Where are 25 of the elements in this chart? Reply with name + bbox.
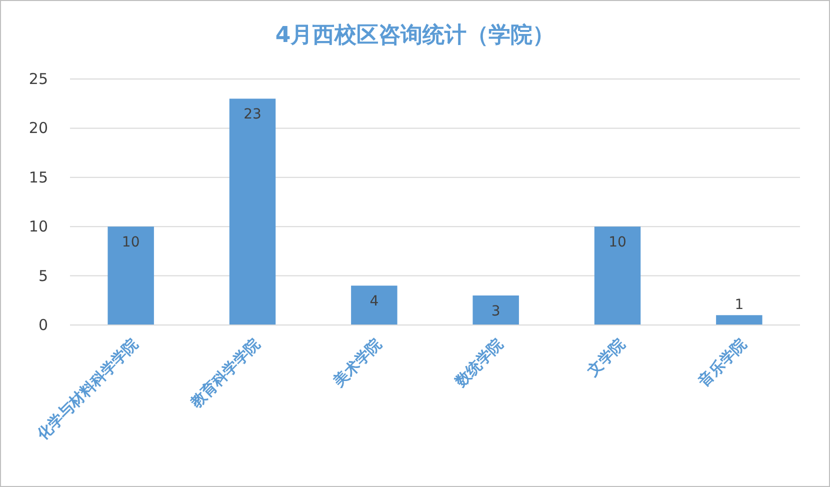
data-label: 4 — [370, 294, 379, 310]
bar — [229, 98, 276, 325]
bar — [472, 295, 519, 325]
y-tick-label: 0 — [38, 316, 48, 334]
bar — [594, 226, 641, 325]
x-tick-label: 文学院 — [583, 335, 628, 380]
bar — [716, 315, 762, 325]
x-tick-label: 化学与材料科学学院 — [32, 335, 142, 444]
y-tick-label: 10 — [28, 218, 48, 236]
chart-title: 4月西校区咨询统计（学院） — [275, 22, 555, 48]
data-label: 3 — [491, 303, 500, 320]
y-tick-label: 25 — [28, 70, 48, 88]
y-tick-label: 5 — [38, 266, 48, 285]
data-label: 23 — [244, 106, 262, 123]
x-tick-label: 美术学院 — [329, 335, 385, 391]
x-tick-label: 数统学院 — [450, 335, 507, 391]
data-label: 1 — [734, 297, 744, 314]
data-label: 10 — [608, 234, 626, 251]
y-tick-label: 20 — [28, 119, 48, 138]
data-label: 10 — [122, 234, 140, 251]
x-tick-label: 音乐学院 — [694, 335, 750, 391]
bar — [351, 286, 398, 325]
y-tick-label: 15 — [28, 168, 48, 186]
x-tick-label: 教育科学学院 — [186, 335, 264, 412]
bar — [108, 226, 154, 325]
